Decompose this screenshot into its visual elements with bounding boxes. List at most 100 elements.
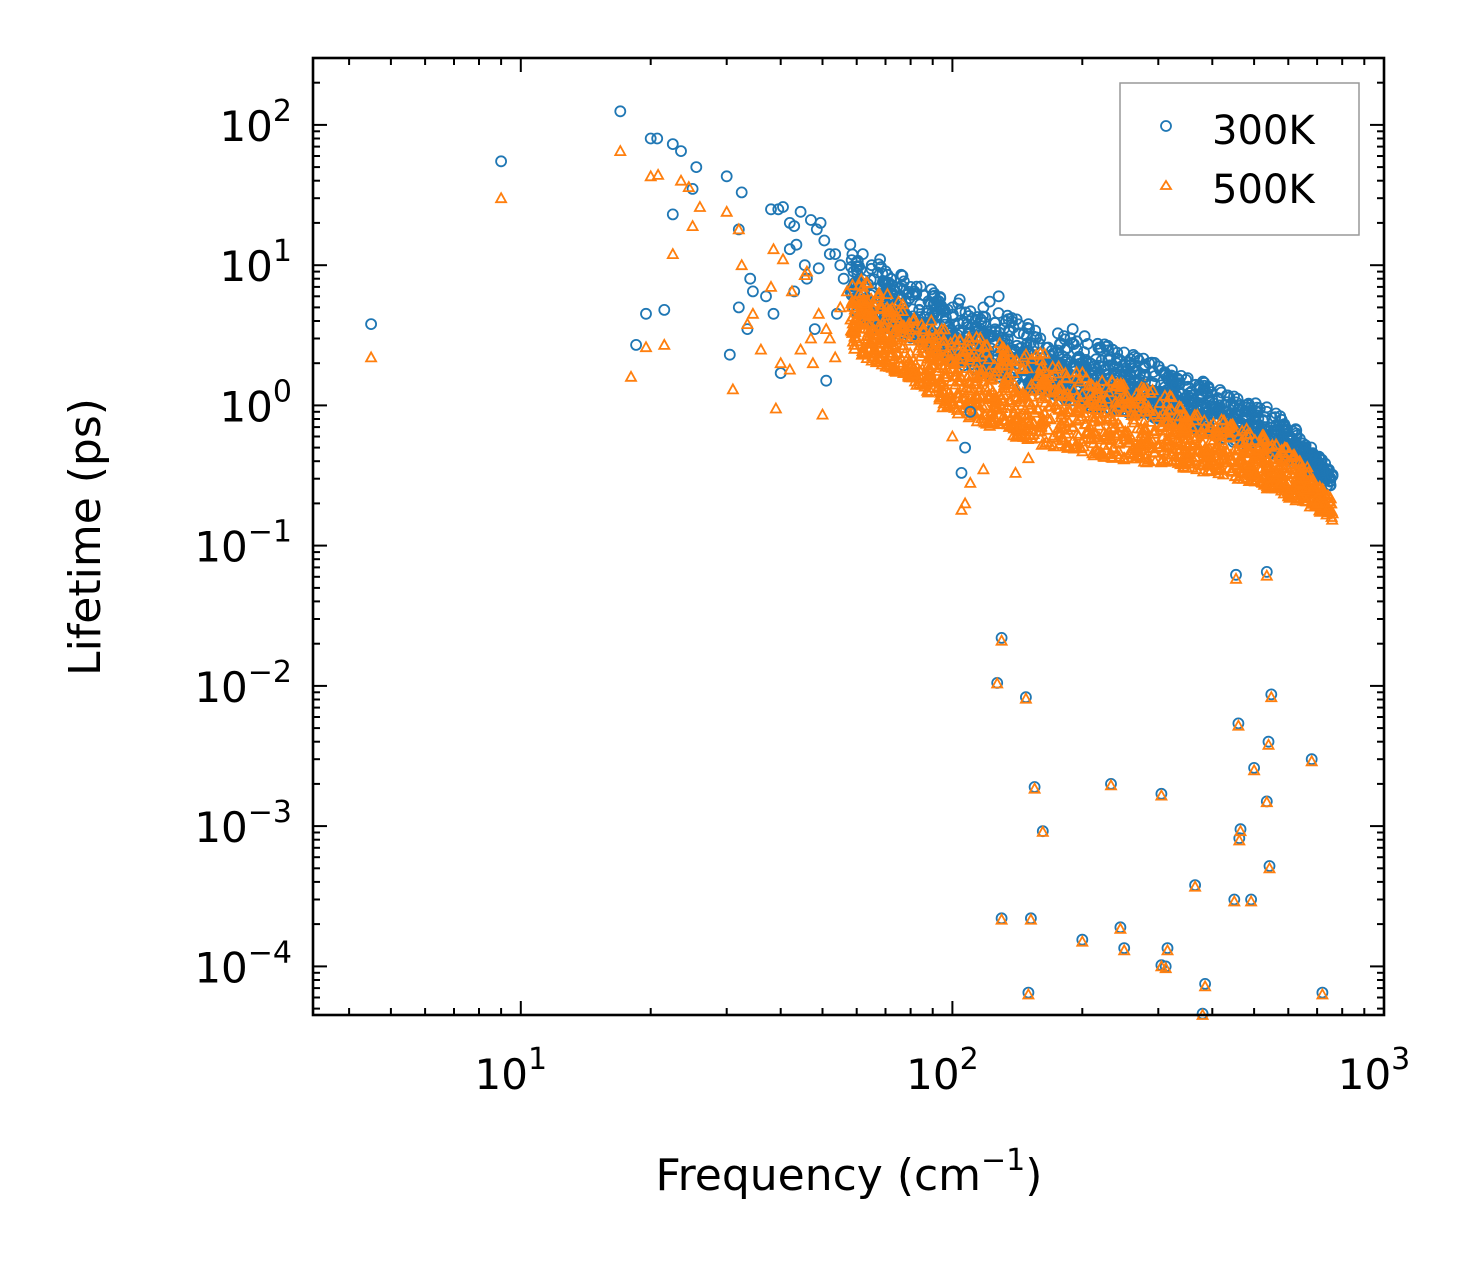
point-300k <box>1245 893 1257 906</box>
point-500k <box>1274 476 1288 489</box>
point-500k <box>922 369 936 381</box>
point-300k <box>904 280 917 293</box>
point-500k <box>1225 464 1239 477</box>
point-500k <box>1201 443 1215 456</box>
point-500k <box>1263 477 1277 490</box>
point-500k <box>494 191 508 204</box>
point-500k <box>1008 383 1022 396</box>
x-tick-label: 103 <box>1338 1042 1411 1099</box>
point-500k <box>1102 431 1116 444</box>
point-500k <box>776 252 790 265</box>
point-500k <box>945 429 959 442</box>
point-300k <box>1131 352 1144 365</box>
point-500k <box>1260 795 1274 808</box>
point-500k <box>1221 455 1235 468</box>
point-500k <box>1148 407 1162 420</box>
point-500k <box>990 676 1004 689</box>
point-500k <box>1159 961 1173 974</box>
point-300k <box>1265 421 1278 434</box>
point-500k <box>1080 427 1094 440</box>
point-500k <box>921 385 935 398</box>
point-300k <box>651 132 664 145</box>
point-500k <box>1117 429 1131 442</box>
point-300k <box>1211 392 1224 404</box>
point-500k <box>1261 454 1275 466</box>
point-500k <box>899 330 913 343</box>
point-500k <box>1009 353 1023 366</box>
point-500k <box>862 309 876 322</box>
point-500k <box>896 321 910 334</box>
point-500k <box>874 297 888 310</box>
point-500k <box>1278 440 1292 453</box>
point-500k <box>1229 571 1243 584</box>
point-500k <box>914 349 928 362</box>
point-300k <box>1118 942 1131 954</box>
point-500k <box>1110 379 1124 392</box>
point-500k <box>869 355 883 368</box>
point-500k <box>828 350 842 363</box>
point-300k <box>1161 942 1174 954</box>
point-500k <box>1164 402 1178 415</box>
point-300k <box>913 304 926 317</box>
point-500k <box>1087 411 1101 423</box>
point-500k <box>900 364 914 377</box>
point-500k <box>735 258 749 271</box>
point-500k <box>1019 691 1033 704</box>
point-500k <box>915 317 929 330</box>
point-500k <box>880 287 894 300</box>
point-500k <box>852 286 866 299</box>
point-500k <box>769 401 783 414</box>
point-500k <box>1051 421 1066 434</box>
point-500k <box>962 383 976 396</box>
point-500k <box>1306 481 1320 493</box>
point-500k <box>883 302 897 315</box>
point-500k <box>1009 358 1023 371</box>
point-300k <box>1233 399 1246 412</box>
point-500k <box>1232 833 1246 846</box>
point-300k <box>720 170 733 183</box>
point-300k <box>924 311 936 324</box>
point-500k <box>1137 382 1151 395</box>
point-500k <box>953 395 967 408</box>
point-500k <box>937 350 951 362</box>
point-500k <box>1147 426 1161 439</box>
point-500k <box>1038 414 1052 426</box>
point-500k <box>1144 415 1158 427</box>
point-500k <box>936 333 950 346</box>
point-300k <box>926 290 939 303</box>
point-500k <box>746 306 760 319</box>
point-300k <box>953 304 966 317</box>
point-300k <box>995 632 1008 644</box>
series-500k <box>364 144 1340 1020</box>
x-tick-label: 102 <box>906 1042 979 1099</box>
point-500k <box>1261 737 1276 750</box>
point-300k <box>777 201 789 213</box>
point-500k <box>855 315 869 328</box>
point-500k <box>1088 389 1103 402</box>
point-500k <box>1160 943 1175 956</box>
point-300k <box>690 161 703 174</box>
point-500k <box>1099 443 1113 456</box>
point-500k <box>1204 449 1218 462</box>
point-300k <box>1228 893 1241 906</box>
point-300k <box>767 307 780 320</box>
point-500k <box>935 322 949 335</box>
point-500k <box>1212 463 1226 476</box>
point-500k <box>1035 437 1049 450</box>
data-points <box>364 105 1340 1020</box>
point-500k <box>1253 461 1267 474</box>
point-500k <box>1113 382 1127 395</box>
point-300k <box>812 262 825 275</box>
point-500k <box>998 350 1013 362</box>
point-500k <box>1092 430 1106 443</box>
point-500k <box>954 502 969 515</box>
point-500k <box>1069 365 1084 378</box>
point-500k <box>1033 387 1047 400</box>
point-500k <box>1075 934 1089 947</box>
point-300k <box>1180 373 1192 386</box>
point-500k <box>1243 457 1257 470</box>
point-300k <box>614 105 627 118</box>
point-300k <box>1260 566 1273 578</box>
point-500k <box>924 313 938 326</box>
point-500k <box>1305 754 1319 767</box>
